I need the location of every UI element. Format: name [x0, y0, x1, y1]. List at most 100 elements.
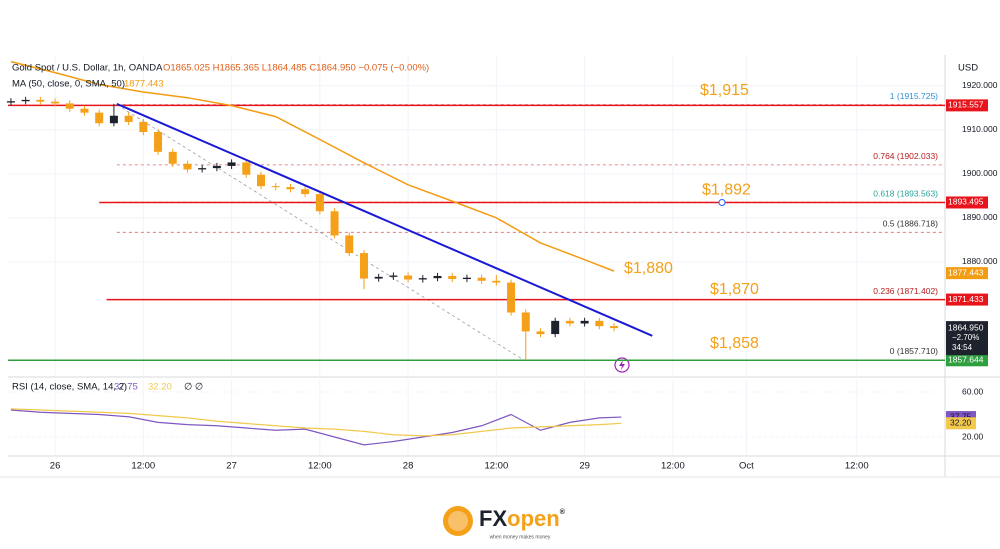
price-annotation: $1,915	[700, 82, 749, 99]
current-change: −2.70%	[952, 333, 979, 342]
candle-body	[507, 282, 516, 313]
current-price-tag	[946, 321, 988, 356]
candle-body	[212, 165, 221, 169]
x-tick-label: 12:00	[484, 461, 508, 472]
candle-body	[95, 112, 104, 124]
pane-extra: ∅ ∅	[184, 382, 203, 393]
fib-trend	[116, 104, 524, 361]
price-annotation: $1,880	[624, 260, 673, 277]
candle-body	[242, 162, 251, 175]
price-tag-label: 1893.495	[948, 197, 984, 207]
candle-body	[65, 103, 74, 109]
candle-body	[271, 186, 280, 188]
rsi-line	[10, 409, 622, 446]
candle-body	[227, 162, 236, 166]
candle-body	[492, 280, 501, 283]
legend-value: 1877.443	[124, 79, 164, 90]
candle-body	[198, 168, 207, 170]
candle-body	[6, 101, 15, 103]
fib-label: 1 (1915.725)	[890, 91, 938, 101]
candle-body	[389, 275, 398, 277]
candle-body	[21, 99, 30, 102]
candle-body	[36, 99, 45, 102]
price-tag	[946, 99, 988, 112]
price-tag-label: 1871.433	[948, 294, 984, 304]
fib-label: 0.5 (1886.718)	[883, 219, 938, 229]
y-tick-label: 1920.000	[962, 80, 998, 90]
candle-body	[462, 277, 471, 280]
x-tick-label: 28	[403, 461, 414, 472]
candle-body	[124, 115, 133, 122]
logo-open: open	[507, 506, 560, 531]
candle-body	[536, 331, 545, 335]
logo-emblem	[443, 506, 473, 536]
y-tick-label: 20.00	[962, 431, 984, 441]
price-annotation: $1,870	[710, 281, 759, 298]
logo-registered: ®	[560, 508, 566, 516]
candle-body	[330, 211, 339, 236]
fib-label: 0.618 (1893.563)	[873, 188, 938, 198]
candle-body	[595, 320, 604, 327]
candle-body	[433, 275, 442, 279]
candle-body	[109, 115, 118, 124]
ohlc: O1865.025 H1865.365 L1864.485 C1864.950 …	[163, 63, 429, 74]
legend-name: MA (50, close, 0, SMA, 50)	[12, 79, 125, 90]
price-tag	[946, 293, 988, 306]
candle-body	[315, 194, 324, 212]
y-tick-label: 1890.000	[962, 212, 998, 222]
candle-body	[448, 275, 457, 280]
candle-body	[51, 101, 60, 104]
candle-body	[551, 320, 560, 335]
trendline	[116, 102, 653, 337]
price-tag-label: 1877.443	[948, 267, 984, 277]
current-price: 1864.950	[948, 322, 984, 332]
candle-body	[345, 235, 354, 254]
fib-label: 0.236 (1871.402)	[873, 286, 938, 296]
candle-body	[521, 312, 530, 332]
rsi-line	[10, 408, 622, 437]
price-tag-label: 1915.557	[948, 100, 984, 110]
pane-title: RSI (14, close, SMA, 14, 2)	[12, 382, 127, 393]
event-bolt	[619, 360, 625, 370]
candle-body	[404, 275, 413, 280]
candle-body	[580, 320, 589, 324]
x-tick-label: 12:00	[661, 461, 685, 472]
logo-fx: FX	[479, 506, 507, 531]
axis-label: USD	[958, 63, 978, 74]
candle-body	[477, 277, 486, 281]
x-tick-label: Oct	[739, 461, 754, 472]
y-tick-label: 1910.000	[962, 124, 998, 134]
legend-value: 37.75	[114, 382, 138, 393]
candle-body	[183, 163, 192, 170]
handle	[718, 198, 726, 206]
candle-body	[154, 132, 163, 152]
candle-body	[286, 187, 295, 190]
moving-average	[10, 60, 615, 272]
candle-body	[257, 174, 266, 187]
fib-label: 0.764 (1902.033)	[873, 151, 938, 161]
candle-body	[418, 278, 427, 280]
x-tick-label: 12:00	[308, 461, 332, 472]
value-tag	[946, 417, 976, 430]
logo-text: FXopen®	[479, 506, 566, 531]
candle-body	[139, 121, 148, 133]
candle-body	[168, 151, 177, 164]
logo-tagline: when money makes money	[490, 534, 551, 540]
legend-value: 32.20	[148, 382, 172, 393]
candle-body	[80, 108, 89, 113]
candle-body	[565, 320, 574, 324]
x-tick-label: 12:00	[845, 461, 869, 472]
candle-body	[359, 253, 368, 279]
countdown: 34:54	[952, 343, 973, 352]
candle-body	[301, 189, 310, 195]
y-tick-label: 1900.000	[962, 168, 998, 178]
logo-emblem-inner	[448, 511, 468, 531]
y-tick-label: 1880.000	[962, 256, 998, 266]
candle-body	[374, 276, 383, 279]
x-tick-label: 29	[579, 461, 590, 472]
x-tick-label: 27	[226, 461, 237, 472]
x-tick-label: 26	[50, 461, 61, 472]
y-tick-label: 60.00	[962, 386, 984, 396]
